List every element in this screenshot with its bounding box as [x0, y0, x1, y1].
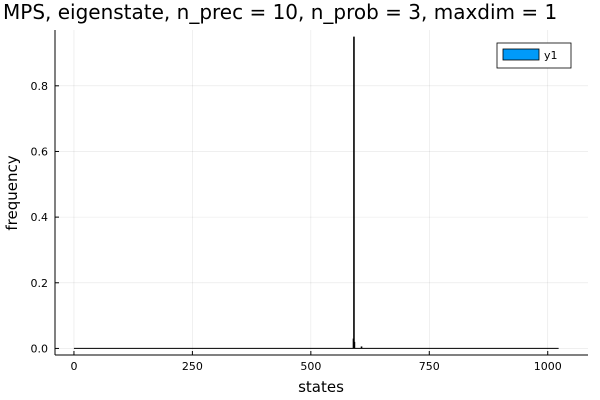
bars — [73, 36, 559, 349]
x-tick-label: 0 — [70, 360, 77, 373]
y-tick-label: 0.8 — [31, 80, 49, 93]
x-tick-label: 250 — [182, 360, 203, 373]
x-tick-label: 1000 — [534, 360, 562, 373]
legend: y1 — [496, 42, 572, 69]
y-axis-label: frequency — [3, 155, 21, 230]
y-tick-label: 0.0 — [31, 342, 49, 355]
y-tick-label: 0.6 — [31, 145, 49, 158]
legend-label-y1: y1 — [544, 49, 558, 62]
chart-title: MPS, eigenstate, n_prec = 10, n_prob = 3… — [3, 0, 557, 24]
x-tick-label: 500 — [300, 360, 321, 373]
y-tick-label: 0.4 — [31, 211, 49, 224]
legend-swatch — [502, 48, 540, 61]
x-tick-label: 750 — [419, 360, 440, 373]
x-axis-label: states — [298, 378, 344, 396]
axes — [54, 30, 588, 356]
y-tick-label: 0.2 — [31, 277, 49, 290]
ticks: 0 250 500 750 1000 0.0 0.2 0.4 0.6 0.8 — [31, 80, 562, 373]
